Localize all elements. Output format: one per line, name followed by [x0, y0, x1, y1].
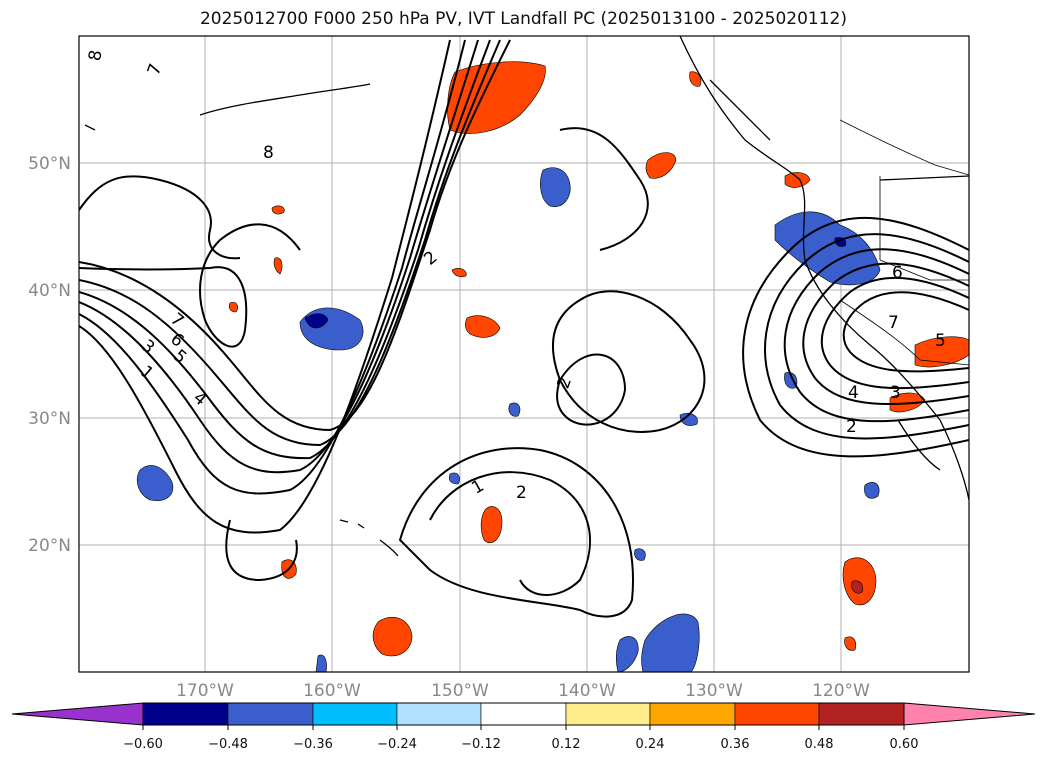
- anomaly-blob: [851, 580, 863, 594]
- anomaly-blob: [271, 205, 285, 215]
- contour-label: 6: [892, 263, 903, 283]
- colorbar: −0.60 −0.48 −0.36 −0.24 −0.12 0.12 0.24 …: [11, 702, 1036, 752]
- anomaly-blob: [137, 465, 174, 501]
- pv-contours: [79, 39, 969, 618]
- lon-label: 120°W: [812, 681, 870, 701]
- anomaly-blob: [774, 211, 881, 286]
- anomaly-blob: [508, 402, 521, 417]
- shaded-anomalies: [137, 61, 969, 672]
- colorbar-tick-labels: −0.60 −0.48 −0.36 −0.24 −0.12 0.12 0.24 …: [123, 737, 918, 752]
- anomaly-blob: [634, 548, 646, 561]
- contour-label: 2: [516, 483, 527, 503]
- anomaly-blob: [448, 472, 460, 485]
- contour-label: 5: [935, 331, 946, 351]
- colorbar-tick-label: −0.12: [461, 737, 501, 752]
- lon-label: 170°W: [176, 681, 234, 701]
- lon-label: 160°W: [303, 681, 361, 701]
- lat-label: 20°N: [28, 536, 71, 556]
- contour-label: 7: [888, 313, 899, 333]
- gridlines: [79, 36, 969, 672]
- longitude-labels: 170°W 160°W 150°W 140°W 130°W 120°W: [176, 681, 870, 701]
- colorbar-extend-max: [903, 702, 1036, 726]
- anomaly-blob: [273, 257, 283, 275]
- anomaly-blob: [914, 336, 969, 368]
- colorbar-tick-label: 0.12: [552, 737, 581, 752]
- contour-label: 8: [85, 49, 107, 63]
- anomaly-blob: [447, 61, 546, 134]
- colorbar-segment: [649, 702, 736, 726]
- anomaly-blob: [480, 506, 503, 544]
- colorbar-segment: [396, 702, 482, 726]
- colorbar-segment: [818, 702, 905, 726]
- colorbar-segment: [142, 702, 229, 726]
- colorbar-tick-label: 0.60: [890, 737, 919, 752]
- anomaly-blob: [451, 268, 467, 278]
- colorbar-tick-label: −0.60: [123, 737, 163, 752]
- colorbar-segment: [734, 702, 820, 726]
- anomaly-blob: [784, 372, 798, 389]
- contour-label: 2: [846, 417, 857, 437]
- anomaly-blob: [315, 654, 327, 672]
- coastlines: [84, 36, 969, 557]
- colorbar-tick-label: 0.24: [636, 737, 665, 752]
- political-borders: [839, 119, 969, 366]
- lat-label: 30°N: [28, 409, 71, 429]
- anomaly-blob: [615, 636, 639, 672]
- plot-frame: [78, 35, 970, 673]
- plot-area: [79, 36, 969, 672]
- latitude-labels: 50°N 40°N 30°N 20°N: [28, 154, 71, 556]
- colorbar-tick-label: 0.36: [721, 737, 750, 752]
- map-title: 2025012700 F000 250 hPa PV, IVT Landfall…: [199, 9, 847, 29]
- anomaly-blob: [540, 167, 571, 208]
- lon-label: 150°W: [431, 681, 489, 701]
- anomaly-blob: [689, 71, 702, 87]
- colorbar-tick-label: 0.48: [805, 737, 834, 752]
- anomaly-blob: [645, 152, 677, 179]
- colorbar-segment: [565, 702, 651, 726]
- anomaly-blob: [844, 636, 857, 651]
- colorbar-extend-min: [11, 702, 144, 726]
- colorbar-ticks: [142, 725, 905, 730]
- lon-label: 130°W: [685, 681, 743, 701]
- contour-label: 4: [848, 383, 859, 403]
- colorbar-tick-label: −0.24: [377, 737, 417, 752]
- colorbar-segment: [312, 702, 398, 726]
- anomaly-blob: [465, 315, 501, 338]
- colorbar-tick-label: −0.36: [293, 737, 333, 752]
- contour-label: 3: [890, 383, 901, 403]
- anomaly-blob: [641, 613, 700, 672]
- colorbar-segment: [227, 702, 314, 726]
- anomaly-blob: [784, 172, 811, 188]
- lat-label: 50°N: [28, 154, 71, 174]
- anomaly-blob: [228, 301, 238, 313]
- colorbar-segment: [480, 702, 567, 726]
- lat-label: 40°N: [28, 281, 71, 301]
- colorbar-tick-label: −0.48: [208, 737, 248, 752]
- anomaly-blob: [864, 482, 880, 499]
- contour-label: 8: [263, 143, 274, 163]
- anomaly-blob: [304, 313, 329, 329]
- anomaly-blob: [372, 616, 413, 657]
- lon-label: 140°W: [558, 681, 616, 701]
- anomaly-blob: [842, 557, 877, 606]
